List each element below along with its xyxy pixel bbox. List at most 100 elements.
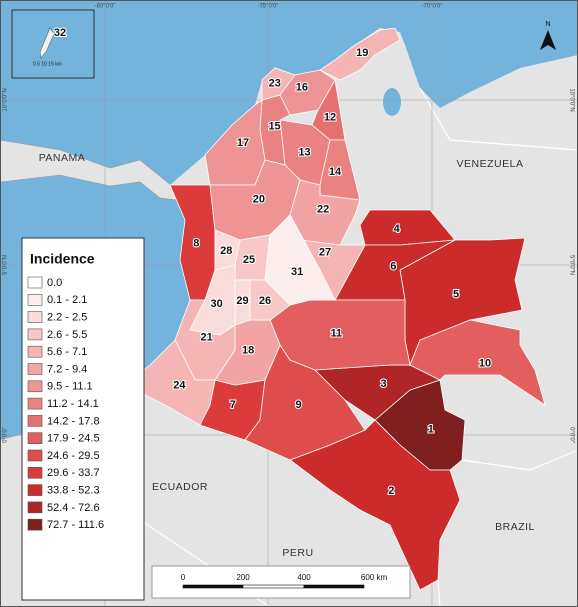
legend-swatch xyxy=(27,501,43,514)
region-label: 14 xyxy=(329,166,342,178)
region xyxy=(189,264,236,336)
region xyxy=(409,319,546,406)
region-label: 25 xyxy=(243,254,255,266)
region xyxy=(289,419,461,591)
longitude-label: -80°0'0" xyxy=(94,4,115,10)
legend-swatch xyxy=(27,466,43,479)
latitude-label: 5°0'0"N xyxy=(568,255,574,275)
north-label: N xyxy=(545,21,550,28)
region-label: 2 xyxy=(388,485,394,497)
region xyxy=(261,67,296,101)
legend-swatch xyxy=(27,518,43,531)
region xyxy=(319,27,401,81)
legend-label: 0.1 - 2.1 xyxy=(47,294,87,306)
scale-bar: 0 200 400 600 km xyxy=(151,565,411,599)
legend-label: 2.2 - 2.5 xyxy=(47,312,87,324)
scale-label: 400 xyxy=(297,573,311,582)
border xyxy=(419,87,578,151)
latitude-label: 5°0'0"N xyxy=(3,255,9,275)
region-label: 5 xyxy=(453,289,459,301)
region-label: 18 xyxy=(242,345,254,357)
longitude-label: -75°0'0" xyxy=(257,4,278,10)
region-label: 11 xyxy=(331,328,343,340)
legend-label: 33.8 - 52.3 xyxy=(47,485,100,497)
legend-swatch xyxy=(27,449,43,462)
latitude-label: 0°0'0" xyxy=(568,427,574,443)
legend-label: 2.6 - 5.5 xyxy=(47,329,87,341)
legend-label: 72.7 - 111.6 xyxy=(47,519,104,531)
legend-swatch xyxy=(27,397,43,410)
legend-swatch xyxy=(27,380,43,393)
region-label: 19 xyxy=(356,47,368,59)
country-label: PANAMA xyxy=(39,152,86,164)
legend-label: 52.4 - 72.6 xyxy=(47,502,100,514)
legend-swatch xyxy=(27,363,43,375)
region-label: 23 xyxy=(269,78,281,90)
longitude-label: -70°0'0" xyxy=(421,4,442,10)
legend-swatch xyxy=(27,484,43,496)
legend-swatch xyxy=(27,345,43,358)
region-label: 12 xyxy=(324,111,336,123)
legend-label: 9.5 - 11.1 xyxy=(47,381,93,393)
inset-label: 32 xyxy=(54,27,66,39)
scale-segment xyxy=(182,584,244,589)
inset-scale: 0 5 10 15 km xyxy=(33,61,62,67)
region-label: 8 xyxy=(193,238,199,250)
region-label: 7 xyxy=(230,399,236,411)
legend-label: 5.6 - 7.1 xyxy=(47,346,87,358)
scale-segment xyxy=(242,584,305,589)
scale-segment xyxy=(303,584,365,589)
border xyxy=(437,449,578,607)
region-label: 24 xyxy=(173,380,186,392)
region-label: 13 xyxy=(298,146,310,158)
region-label: 6 xyxy=(390,261,396,273)
legend-label: 17.9 - 24.5 xyxy=(47,433,100,445)
country-label: ECUADOR xyxy=(152,481,208,493)
latitude-label: 0°0'0" xyxy=(3,427,9,443)
legend-label: 0.0 xyxy=(47,277,62,289)
legend-label: 14.2 - 17.8 xyxy=(47,415,100,427)
scale-label: 600 km xyxy=(361,573,388,582)
panama xyxy=(0,139,179,201)
legend-box xyxy=(21,237,145,601)
legend-swatch xyxy=(27,293,43,306)
region-label: 4 xyxy=(394,223,401,235)
scale-label: 0 xyxy=(181,573,186,582)
region-label: 31 xyxy=(291,266,303,278)
region-label: 20 xyxy=(253,193,265,205)
legend-label: 11.2 - 14.1 xyxy=(47,398,99,410)
region-label: 21 xyxy=(201,332,213,344)
region-label: 22 xyxy=(317,203,329,215)
region-label: 27 xyxy=(319,246,331,258)
country-label: BRAZIL xyxy=(495,521,535,533)
legend-title: Incidence xyxy=(30,251,95,267)
latitude-label: 10°0'0"N xyxy=(568,88,574,111)
region-label: 28 xyxy=(220,245,232,257)
labels: 1234567891011121314151617181920212223242… xyxy=(3,4,574,601)
scale-box xyxy=(151,565,411,599)
region xyxy=(124,339,216,426)
region-label: 30 xyxy=(211,298,223,310)
regions xyxy=(124,27,546,591)
legend-swatch xyxy=(27,415,43,427)
country-label: PERU xyxy=(282,547,313,559)
region-label: 9 xyxy=(295,399,301,411)
legend-swatch xyxy=(27,432,43,445)
legend-label: 29.6 - 33.7 xyxy=(47,467,100,479)
legend: Incidence 0.0 0.1 - 2.1 2.2 - 2.5 2.6 - 5.5 5… xyxy=(21,237,145,601)
legend-label: 24.6 - 29.5 xyxy=(47,450,100,462)
scale-label: 200 xyxy=(236,573,250,582)
region-label: 1 xyxy=(428,423,434,435)
legend-label: 7.2 - 9.4 xyxy=(47,363,87,375)
region-label: 17 xyxy=(237,137,249,149)
inset-frame xyxy=(11,9,95,79)
lake xyxy=(383,88,401,116)
region xyxy=(264,214,336,306)
north-arrow xyxy=(540,30,556,50)
region-label: 3 xyxy=(381,378,387,390)
legend-swatch xyxy=(27,328,43,341)
legend-swatch xyxy=(27,276,43,289)
region-label: 16 xyxy=(296,81,308,93)
region-label: 15 xyxy=(268,120,280,132)
